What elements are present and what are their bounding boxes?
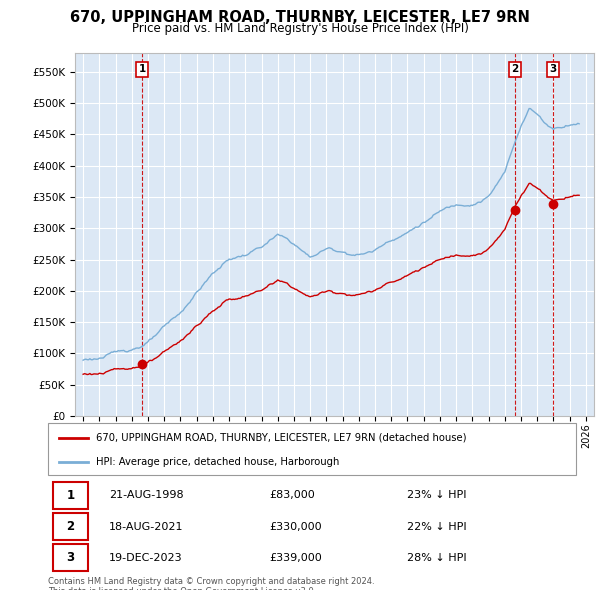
Text: 28% ↓ HPI: 28% ↓ HPI [407,553,467,563]
Text: £330,000: £330,000 [270,522,322,532]
Text: 670, UPPINGHAM ROAD, THURNBY, LEICESTER, LE7 9RN: 670, UPPINGHAM ROAD, THURNBY, LEICESTER,… [70,10,530,25]
Text: Contains HM Land Registry data © Crown copyright and database right 2024.
This d: Contains HM Land Registry data © Crown c… [48,577,374,590]
Text: Price paid vs. HM Land Registry's House Price Index (HPI): Price paid vs. HM Land Registry's House … [131,22,469,35]
Text: 22% ↓ HPI: 22% ↓ HPI [407,522,467,532]
FancyBboxPatch shape [53,544,88,571]
Text: 21-AUG-1998: 21-AUG-1998 [109,490,184,500]
Text: 19-DEC-2023: 19-DEC-2023 [109,553,182,563]
Text: 1: 1 [139,64,146,74]
Text: 3: 3 [550,64,557,74]
Text: 18-AUG-2021: 18-AUG-2021 [109,522,183,532]
FancyBboxPatch shape [53,482,88,509]
Text: £339,000: £339,000 [270,553,323,563]
Text: 2: 2 [511,64,518,74]
Text: 1: 1 [67,489,74,502]
Text: £83,000: £83,000 [270,490,316,500]
Text: HPI: Average price, detached house, Harborough: HPI: Average price, detached house, Harb… [95,457,339,467]
Text: 670, UPPINGHAM ROAD, THURNBY, LEICESTER, LE7 9RN (detached house): 670, UPPINGHAM ROAD, THURNBY, LEICESTER,… [95,432,466,442]
FancyBboxPatch shape [53,513,88,540]
Text: 23% ↓ HPI: 23% ↓ HPI [407,490,467,500]
Text: 2: 2 [67,520,74,533]
Text: 3: 3 [67,551,74,564]
